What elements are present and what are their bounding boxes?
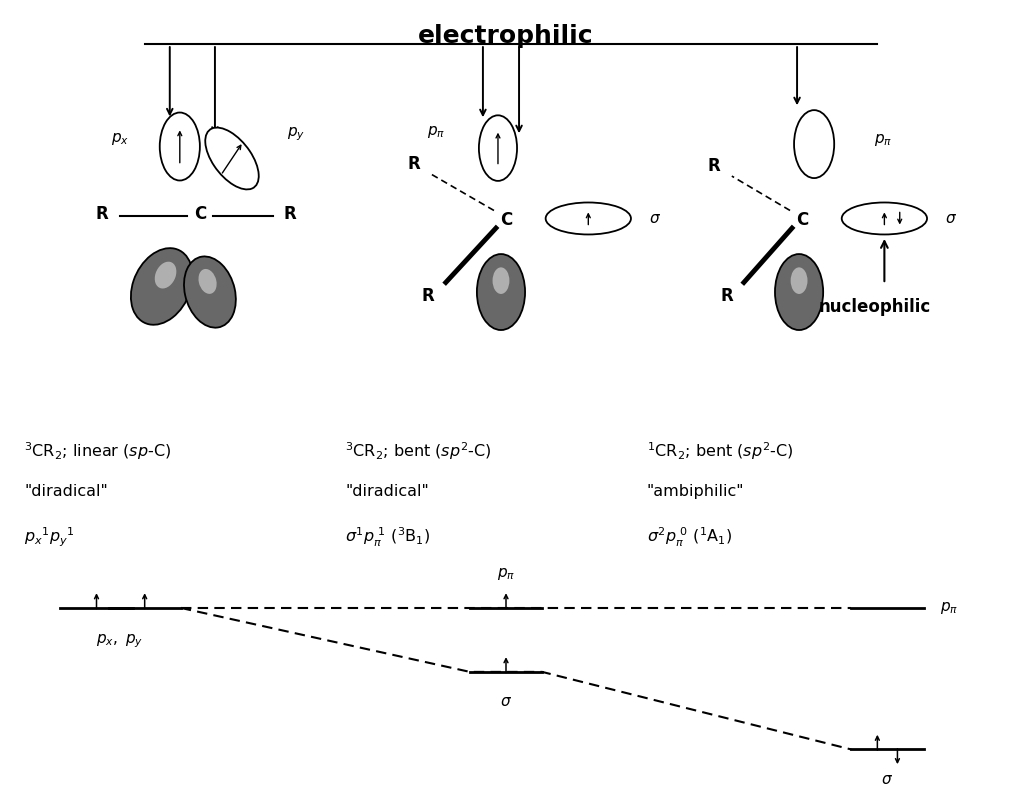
Text: R: R bbox=[406, 155, 420, 173]
Text: $p$$_\pi$: $p$$_\pi$ bbox=[427, 124, 445, 140]
Ellipse shape bbox=[478, 116, 517, 181]
Text: $^3$CR$_2$; bent ($sp^2$-C): $^3$CR$_2$; bent ($sp^2$-C) bbox=[345, 440, 491, 461]
Text: C: C bbox=[193, 205, 206, 224]
Text: $p_\pi$: $p_\pi$ bbox=[496, 566, 515, 583]
Ellipse shape bbox=[774, 254, 822, 330]
Ellipse shape bbox=[794, 110, 833, 178]
Ellipse shape bbox=[160, 112, 200, 180]
Text: R: R bbox=[283, 205, 296, 224]
Text: $p$$_y$: $p$$_y$ bbox=[287, 126, 305, 143]
Text: R: R bbox=[421, 287, 434, 305]
Ellipse shape bbox=[184, 256, 236, 328]
Ellipse shape bbox=[155, 262, 176, 288]
Text: $^3$CR$_2$; linear ($sp$-C): $^3$CR$_2$; linear ($sp$-C) bbox=[24, 440, 171, 461]
Ellipse shape bbox=[130, 248, 192, 325]
Text: $\sigma$: $\sigma$ bbox=[648, 211, 660, 226]
Text: $p$$_\pi$: $p$$_\pi$ bbox=[874, 133, 892, 148]
Text: $p$$_x$: $p$$_x$ bbox=[111, 131, 129, 146]
Text: electrophilic: electrophilic bbox=[418, 24, 593, 48]
Text: C: C bbox=[796, 211, 808, 229]
Ellipse shape bbox=[790, 267, 807, 294]
Ellipse shape bbox=[476, 254, 525, 330]
Ellipse shape bbox=[198, 269, 216, 294]
Text: C: C bbox=[499, 211, 512, 229]
Text: $p_\pi$: $p_\pi$ bbox=[938, 600, 956, 616]
Text: "diradical": "diradical" bbox=[24, 484, 108, 499]
Text: $\sigma^2 p_\pi^{\ 0}\ (^1\mathrm{A}_1)$: $\sigma^2 p_\pi^{\ 0}\ (^1\mathrm{A}_1)$ bbox=[646, 525, 731, 549]
Text: $^1$CR$_2$; bent ($sp^2$-C): $^1$CR$_2$; bent ($sp^2$-C) bbox=[646, 440, 793, 461]
Ellipse shape bbox=[545, 203, 630, 234]
Text: R: R bbox=[720, 287, 732, 305]
Text: $\sigma^1 p_\pi^{\ 1}\ (^3\mathrm{B}_1)$: $\sigma^1 p_\pi^{\ 1}\ (^3\mathrm{B}_1)$ bbox=[345, 525, 431, 549]
Text: nucleophilic: nucleophilic bbox=[818, 298, 929, 317]
Text: "ambiphilic": "ambiphilic" bbox=[646, 484, 743, 499]
Text: $\sigma$: $\sigma$ bbox=[943, 211, 955, 226]
Text: $p_x,\ p_y$: $p_x,\ p_y$ bbox=[96, 632, 144, 650]
Text: $\sigma$: $\sigma$ bbox=[881, 772, 893, 787]
Text: R: R bbox=[95, 205, 108, 224]
Text: $p_x$$^1$$p_y$$^1$: $p_x$$^1$$p_y$$^1$ bbox=[24, 525, 75, 549]
Ellipse shape bbox=[841, 203, 926, 234]
Ellipse shape bbox=[205, 128, 259, 189]
Text: R: R bbox=[707, 157, 720, 175]
Ellipse shape bbox=[492, 267, 509, 294]
Text: "diradical": "diradical" bbox=[345, 484, 429, 499]
Text: $\sigma$: $\sigma$ bbox=[499, 694, 512, 709]
